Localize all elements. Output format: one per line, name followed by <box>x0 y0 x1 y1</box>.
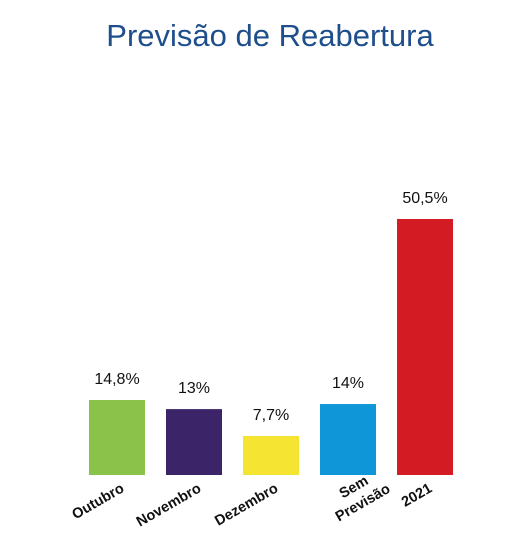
chart-title: Previsão de Reabertura <box>106 18 434 53</box>
value-label-0: 14,8% <box>94 371 139 388</box>
category-label-0: Outubro <box>69 481 127 524</box>
value-label-1: 13% <box>178 380 210 397</box>
bar-2 <box>243 435 299 475</box>
bar-1 <box>166 409 222 475</box>
value-label-4: 50,5% <box>402 190 447 207</box>
value-label-2: 7,7% <box>253 407 289 424</box>
category-label-1: Novembro <box>134 481 204 531</box>
category-label-2: Dezembro <box>212 481 281 530</box>
bar-3 <box>320 404 376 475</box>
category-label-4: 2021 <box>399 481 435 511</box>
bar-0 <box>89 399 145 475</box>
bar-4 <box>397 219 453 475</box>
value-label-3: 14% <box>332 375 364 392</box>
